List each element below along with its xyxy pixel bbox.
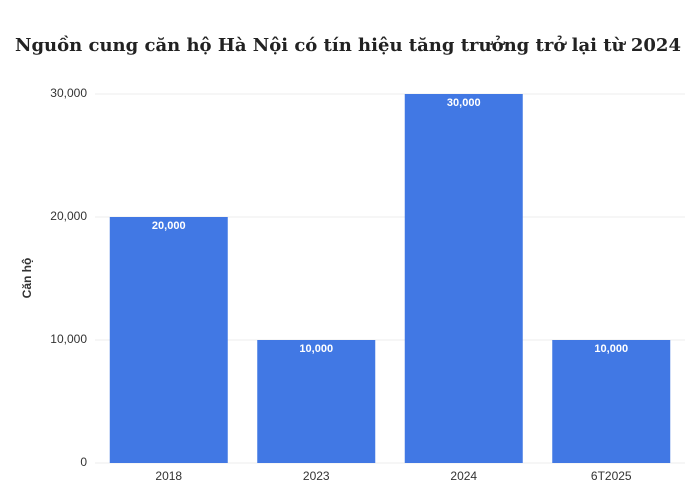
y-axis-label: Căn hộ [20,258,34,299]
bar [552,340,671,463]
value-label: 10,000 [594,343,628,355]
x-tick-label: 2018 [155,469,182,483]
x-tick-label: 2024 [450,469,477,483]
y-tick-label: 10,000 [50,332,87,346]
value-label: 20,000 [152,220,186,232]
bar [404,94,523,463]
x-tick-label: 2023 [303,469,330,483]
value-label: 30,000 [447,97,481,109]
chart-title: Nguồn cung căn hộ Hà Nội có tín hiệu tăn… [15,34,681,56]
bar [109,217,228,463]
y-tick-label: 30,000 [50,86,87,100]
bar [257,340,376,463]
x-tick-label: 6T2025 [591,469,632,483]
value-label: 10,000 [299,343,333,355]
y-tick-label: 20,000 [50,209,87,223]
y-tick-label: 0 [80,455,87,469]
